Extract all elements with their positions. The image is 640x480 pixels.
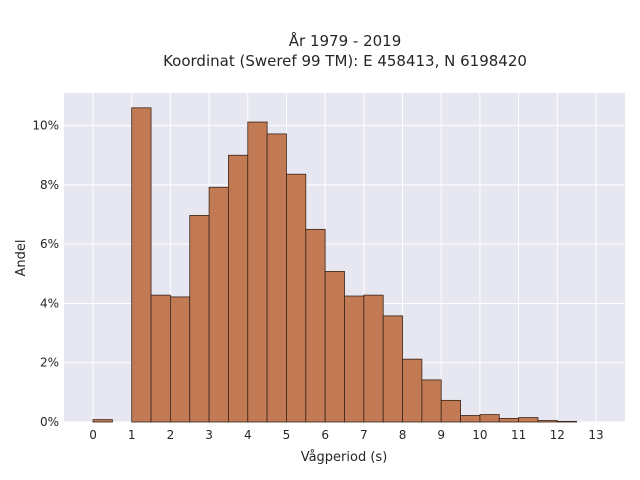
histogram-bar	[324, 271, 345, 423]
histogram-bar	[537, 420, 558, 423]
histogram-bar	[247, 121, 268, 423]
x-tick-label: 12	[550, 428, 565, 442]
x-axis-ticks: 0 1 2 3 4 5 6 7 8 9 10 11 12 13	[89, 428, 603, 442]
x-tick-label: 3	[205, 428, 213, 442]
histogram-bar	[131, 107, 152, 423]
y-tick-label: 2%	[40, 356, 59, 370]
chart-title-line-1: År 1979 - 2019	[289, 31, 402, 50]
chart-title-line-2: Koordinat (Sweref 99 TM): E 458413, N 61…	[163, 52, 527, 70]
y-tick-label: 6%	[40, 237, 59, 251]
histogram-bar	[363, 294, 384, 423]
y-tick-label: 8%	[40, 178, 59, 192]
x-tick-label: 13	[588, 428, 603, 442]
histogram-bar	[402, 358, 423, 423]
histogram-bar	[498, 418, 520, 423]
histogram-bar	[150, 294, 171, 423]
x-tick-label: 6	[321, 428, 329, 442]
y-axis-ticks: 0% 2% 4% 6% 8% 10%	[32, 119, 59, 429]
x-tick-label: 2	[167, 428, 175, 442]
histogram-bar	[208, 186, 229, 423]
y-tick-label: 4%	[40, 296, 59, 310]
histogram-bar	[286, 173, 307, 423]
histogram-bar	[189, 215, 210, 423]
histogram-bar	[460, 415, 481, 423]
bars	[92, 107, 578, 423]
histogram-bar	[228, 154, 249, 423]
x-tick-label: 1	[128, 428, 136, 442]
x-tick-label: 9	[437, 428, 445, 442]
histogram-bar	[169, 296, 191, 423]
histogram-bar	[421, 379, 442, 423]
y-axis-label: Andel	[14, 240, 29, 277]
x-tick-label: 4	[244, 428, 252, 442]
histogram-bar	[440, 399, 461, 423]
histogram-bar	[518, 417, 539, 423]
x-tick-label: 8	[399, 428, 407, 442]
x-tick-label: 0	[89, 428, 97, 442]
x-tick-label: 10	[472, 428, 487, 442]
histogram-bar	[305, 228, 326, 423]
x-axis-label: Vågperiod (s)	[301, 450, 388, 465]
y-tick-label: 10%	[32, 119, 59, 133]
x-tick-label: 7	[360, 428, 368, 442]
histogram-bar	[266, 133, 287, 423]
histogram-bar	[92, 419, 113, 423]
histogram-bar	[556, 421, 578, 423]
histogram-bar	[479, 414, 500, 423]
x-tick-label: 11	[511, 428, 526, 442]
x-tick-label: 5	[283, 428, 291, 442]
histogram-bar	[382, 315, 403, 423]
y-tick-label: 0%	[40, 415, 59, 429]
histogram-bar	[344, 295, 365, 423]
